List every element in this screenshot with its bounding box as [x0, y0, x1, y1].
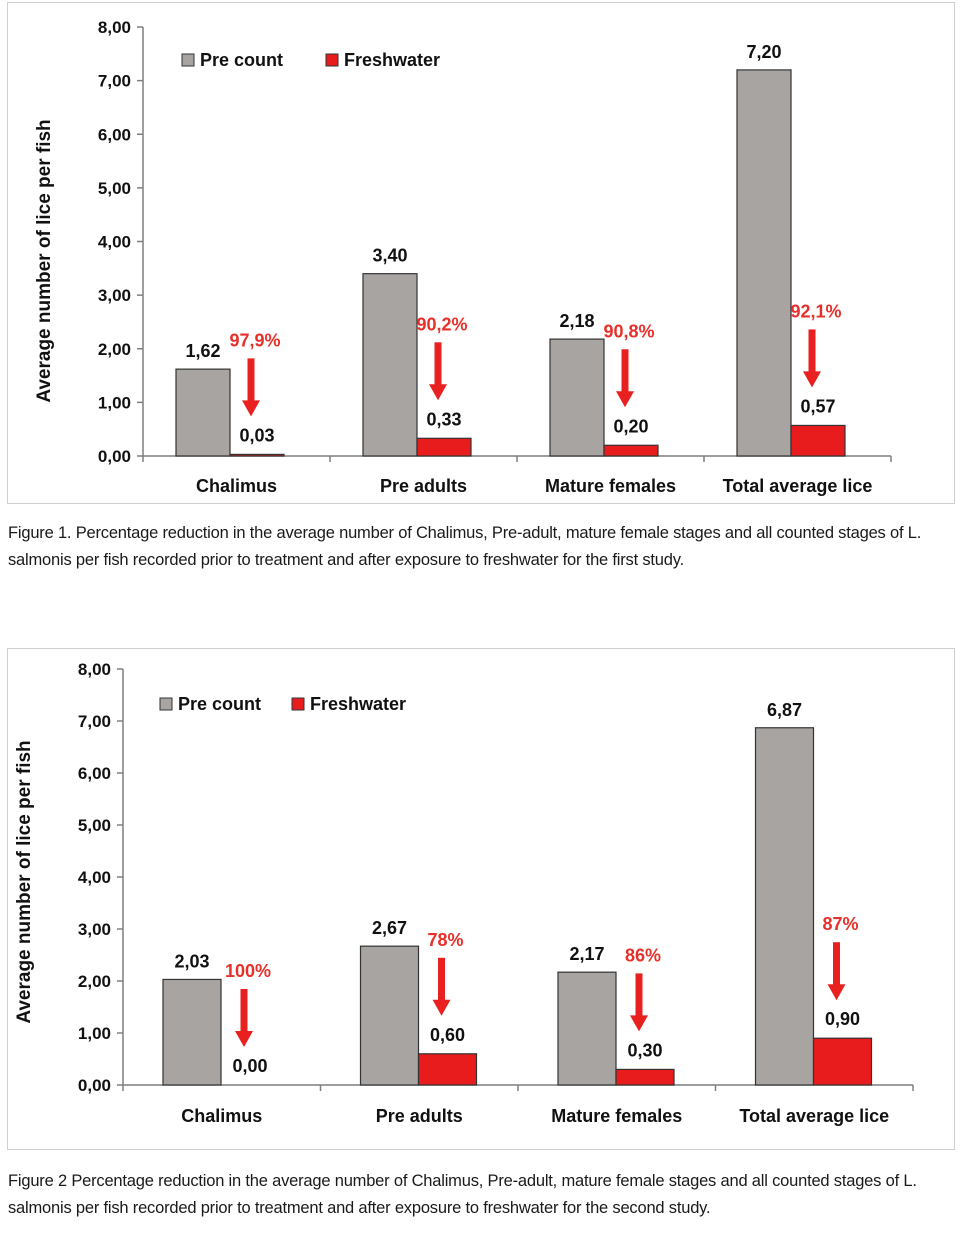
- bar-pre-count: [549, 338, 605, 457]
- legend-label-freshwater: Freshwater: [310, 694, 406, 714]
- figure-2-chart: 0,00 1,00 2,00 3,00 4,00 5,00 6,00 7,00 8,00 Aver…: [7, 648, 955, 1150]
- bar-freshwater: [812, 1037, 873, 1086]
- x-category-label: Mature females: [551, 1106, 682, 1126]
- reduction-arrow-head: [235, 1031, 253, 1047]
- bar-freshwater: [790, 424, 846, 457]
- figure-1-chart: 0,00 1,00 2,00 3,00 4,00 5,00 6,00 7,00 8,00 Aver…: [7, 2, 955, 504]
- bar-freshwater: [603, 444, 659, 457]
- data-label-freshwater: 0,30: [627, 1040, 662, 1060]
- reduction-arrow-shaft: [621, 349, 629, 394]
- figure-2-caption: Figure 2 Percentage reduction in the ave…: [8, 1172, 917, 1217]
- data-label-pre-count: 1,62: [185, 341, 220, 361]
- bar-freshwater: [229, 453, 285, 457]
- reduction-percent-label: 90,8%: [603, 321, 654, 341]
- legend-label-pre-count: Pre count: [178, 694, 261, 714]
- bar-pre-count: [557, 971, 617, 1086]
- x-category-label: Total average lice: [739, 1106, 889, 1126]
- bar-pre-count: [162, 978, 222, 1086]
- reduction-arrow-shaft: [434, 342, 442, 387]
- reduction-arrow-head: [429, 384, 447, 401]
- data-label-pre-count: 2,17: [569, 944, 604, 964]
- bar-pre-count: [362, 273, 418, 457]
- figure-1-caption: Figure 1. Percentage reduction in the av…: [8, 524, 922, 569]
- x-category-label: Chalimus: [181, 1106, 262, 1126]
- y-tick-label: 6,00: [78, 764, 111, 783]
- reduction-arrow-shaft: [438, 957, 445, 1002]
- y-tick-label: 0,00: [78, 1076, 111, 1095]
- data-label-pre-count: 3,40: [372, 246, 407, 266]
- reduction-percent-label: 78%: [427, 930, 463, 950]
- reduction-arrow-head: [630, 1015, 648, 1032]
- data-label-freshwater: 0,60: [430, 1025, 465, 1045]
- legend-swatch-freshwater: [325, 53, 339, 67]
- data-label-pre-count: 2,67: [372, 918, 407, 938]
- reduction-arrow-shaft: [833, 942, 840, 987]
- bar-pre-count: [359, 945, 420, 1086]
- y-tick-label: 5,00: [78, 816, 111, 835]
- reduction-arrow-head: [827, 984, 846, 1001]
- reduction-percent-label: 97,9%: [229, 330, 280, 350]
- y-tick-label: 4,00: [78, 868, 111, 887]
- x-category-label: Chalimus: [196, 476, 277, 496]
- reduction-percent-label: 92,1%: [790, 301, 841, 321]
- bar-pre-count: [736, 69, 792, 457]
- y-tick-label: 4,00: [98, 233, 131, 252]
- data-label-freshwater: 0,57: [800, 396, 835, 416]
- reduction-percent-label: 90,2%: [416, 314, 467, 334]
- y-axis-title: Average number of lice per fish: [14, 740, 35, 1023]
- figure-1-plot: 0,00 1,00 2,00 3,00 4,00 5,00 6,00 7,00 8,00 Aver…: [34, 18, 892, 496]
- reduction-arrow-head: [803, 371, 821, 388]
- data-label-freshwater: 0,20: [613, 416, 648, 436]
- legend-swatch-pre-count: [181, 53, 195, 67]
- reduction-arrow-head: [616, 391, 634, 408]
- reduction-arrow-head: [432, 999, 451, 1016]
- data-label-pre-count: 2,18: [559, 311, 594, 331]
- x-category-label: Mature females: [545, 476, 676, 496]
- y-tick-label: 8,00: [78, 660, 111, 679]
- data-label-freshwater: 0,33: [426, 409, 461, 429]
- y-tick-label: 5,00: [98, 179, 131, 198]
- reduction-arrow-shaft: [240, 989, 248, 1033]
- y-tick-label: 8,00: [98, 18, 131, 37]
- x-category-label: Pre adults: [380, 476, 467, 496]
- bar-freshwater: [615, 1068, 675, 1086]
- bar-freshwater: [416, 437, 472, 457]
- y-tick-label: 2,00: [98, 340, 131, 359]
- y-tick-label: 0,00: [98, 447, 131, 466]
- reduction-percent-label: 86%: [625, 945, 661, 965]
- legend-swatch-freshwater: [291, 697, 305, 711]
- y-tick-label: 7,00: [78, 712, 111, 731]
- y-tick-label: 6,00: [98, 125, 131, 144]
- y-tick-label: 3,00: [78, 920, 111, 939]
- data-label-pre-count: 7,20: [746, 42, 781, 62]
- reduction-arrow-shaft: [635, 973, 643, 1018]
- legend-label-pre-count: Pre count: [200, 50, 283, 70]
- x-category-label: Total average lice: [723, 476, 873, 496]
- reduction-arrow-shaft: [247, 358, 255, 403]
- y-axis-title: Average number of lice per fish: [34, 119, 55, 402]
- legend-label-freshwater: Freshwater: [344, 50, 440, 70]
- y-tick-label: 1,00: [98, 393, 131, 412]
- reduction-arrow-shaft: [808, 329, 816, 374]
- data-label-pre-count: 2,03: [174, 951, 209, 971]
- y-tick-label: 3,00: [98, 286, 131, 305]
- bar-pre-count: [175, 368, 231, 457]
- y-tick-label: 1,00: [78, 1024, 111, 1043]
- bar-pre-count: [754, 727, 815, 1086]
- data-label-freshwater: 0,00: [232, 1056, 267, 1076]
- data-label-freshwater: 0,03: [239, 425, 274, 445]
- legend-swatch-pre-count: [159, 697, 173, 711]
- data-label-pre-count: 6,87: [767, 700, 802, 720]
- y-tick-label: 7,00: [98, 72, 131, 91]
- figure-2-plot: 0,00 1,00 2,00 3,00 4,00 5,00 6,00 7,00 8,00 Aver…: [14, 660, 914, 1126]
- reduction-arrow-head: [242, 400, 260, 417]
- y-tick-label: 2,00: [78, 972, 111, 991]
- reduction-percent-label: 100%: [225, 961, 271, 981]
- x-category-label: Pre adults: [376, 1106, 463, 1126]
- data-label-freshwater: 0,90: [825, 1009, 860, 1029]
- reduction-percent-label: 87%: [822, 914, 858, 934]
- bar-freshwater: [417, 1053, 478, 1086]
